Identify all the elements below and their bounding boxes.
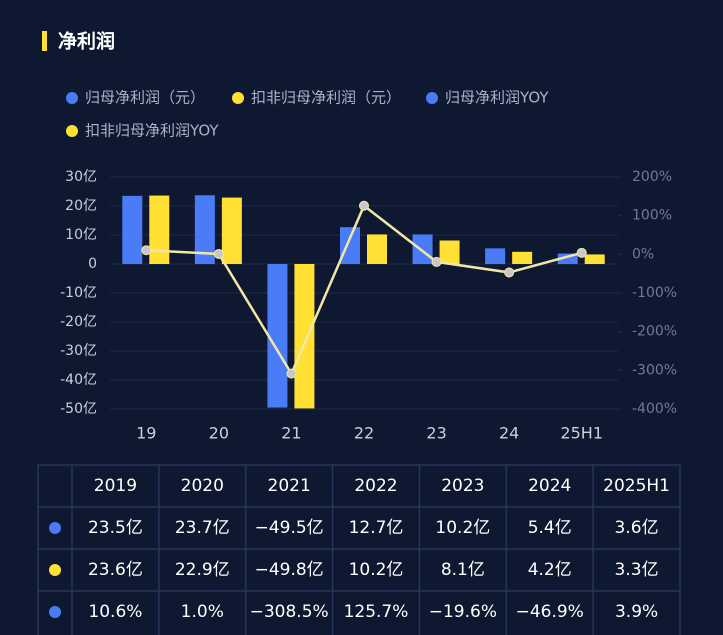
legend-label: 归母净利润（元） <box>85 89 205 107</box>
line-point <box>359 200 369 211</box>
table-cell: 8.1亿 <box>441 560 485 580</box>
y-tick-label: -10亿 <box>60 285 97 301</box>
bar <box>122 195 143 264</box>
x-tick-label: 19 <box>136 424 156 443</box>
table-cell: 4.2亿 <box>528 560 572 580</box>
line-point <box>213 248 224 259</box>
legend-dot <box>426 92 438 104</box>
y-tick-label: -40亿 <box>60 372 97 388</box>
table-cell: 10.6% <box>88 602 142 622</box>
bar <box>367 234 387 264</box>
y-tick-label: 10亿 <box>65 227 97 243</box>
table-cell: 1.0% <box>181 602 224 622</box>
table-cell: −49.8亿 <box>255 560 324 580</box>
table-header: 2022 <box>354 476 397 496</box>
y-tick-label: -20亿 <box>60 314 97 330</box>
y2-tick-label: -200% <box>632 324 677 340</box>
y2-tick-label: -400% <box>632 401 677 417</box>
y-tick-label: -30亿 <box>60 343 97 359</box>
table-header: 2019 <box>94 476 137 496</box>
bar <box>194 195 215 264</box>
bar <box>294 264 315 409</box>
table-header: 2025H1 <box>603 476 670 496</box>
line-point <box>576 247 587 258</box>
table-cell: −308.5% <box>250 602 329 622</box>
x-tick-label: 21 <box>281 424 301 443</box>
table-row-dot <box>49 522 61 534</box>
legend-label: 扣非归母净利润YOY <box>85 122 219 140</box>
bar <box>557 253 578 264</box>
table-cell: 10.2亿 <box>435 518 490 538</box>
table-cell: 10.2亿 <box>349 560 404 580</box>
line-point <box>504 267 515 278</box>
table-row-dot <box>49 606 61 618</box>
legend-label: 扣非归母净利润（元） <box>251 89 401 107</box>
bar <box>221 197 242 264</box>
legend-dot <box>66 92 78 104</box>
table-header: 2024 <box>528 476 571 496</box>
y2-tick-label: 100% <box>632 208 672 224</box>
y-tick-label: -50亿 <box>60 401 97 417</box>
bar <box>439 240 460 264</box>
table-cell: 125.7% <box>344 602 409 622</box>
y-tick-label: 0 <box>88 256 97 272</box>
legend-dot <box>232 92 244 104</box>
table-cell: 23.6亿 <box>88 560 143 580</box>
bar <box>340 227 360 264</box>
y2-tick-label: -100% <box>632 285 677 301</box>
chart-title: 净利润 <box>58 30 115 53</box>
table-header: 2023 <box>441 476 484 496</box>
x-tick-label: 25H1 <box>560 424 603 443</box>
table-cell: 22.9亿 <box>175 560 230 580</box>
y2-tick-label: 200% <box>632 169 672 185</box>
bar <box>267 264 288 408</box>
bar <box>512 251 533 264</box>
table-cell: −46.9% <box>516 602 584 622</box>
bar <box>412 234 433 264</box>
legend-dot <box>66 125 78 137</box>
table-frame <box>37 464 681 635</box>
line-point <box>286 368 297 379</box>
table-cell: −49.5亿 <box>255 518 324 538</box>
x-tick-label: 20 <box>209 424 229 443</box>
y2-tick-label: -300% <box>632 362 677 378</box>
table-cell: −19.6% <box>429 602 497 622</box>
line-point <box>431 256 442 267</box>
bar <box>485 248 506 264</box>
bar <box>584 254 605 264</box>
y2-tick-label: 0% <box>632 246 654 262</box>
table-header: 2020 <box>181 476 224 496</box>
table-cell: 12.7亿 <box>349 518 404 538</box>
table-header: 2021 <box>268 476 311 496</box>
y-tick-label: 30亿 <box>65 169 97 185</box>
table-cell: 3.3亿 <box>615 560 659 580</box>
title-accent <box>42 31 47 51</box>
table-cell: 5.4亿 <box>528 518 572 538</box>
x-tick-label: 22 <box>354 424 374 443</box>
table-cell: 3.6亿 <box>615 518 659 538</box>
x-tick-label: 24 <box>499 424 519 443</box>
bar <box>149 195 170 264</box>
x-tick-label: 23 <box>426 424 446 443</box>
line-point <box>141 245 152 256</box>
table-cell: 23.7亿 <box>175 518 230 538</box>
table-cell: 23.5亿 <box>88 518 143 538</box>
legend-label: 归母净利润YOY <box>445 89 549 107</box>
table-cell: 3.9% <box>615 602 658 622</box>
y-tick-label: 20亿 <box>65 198 97 214</box>
table-row-dot <box>49 564 61 576</box>
